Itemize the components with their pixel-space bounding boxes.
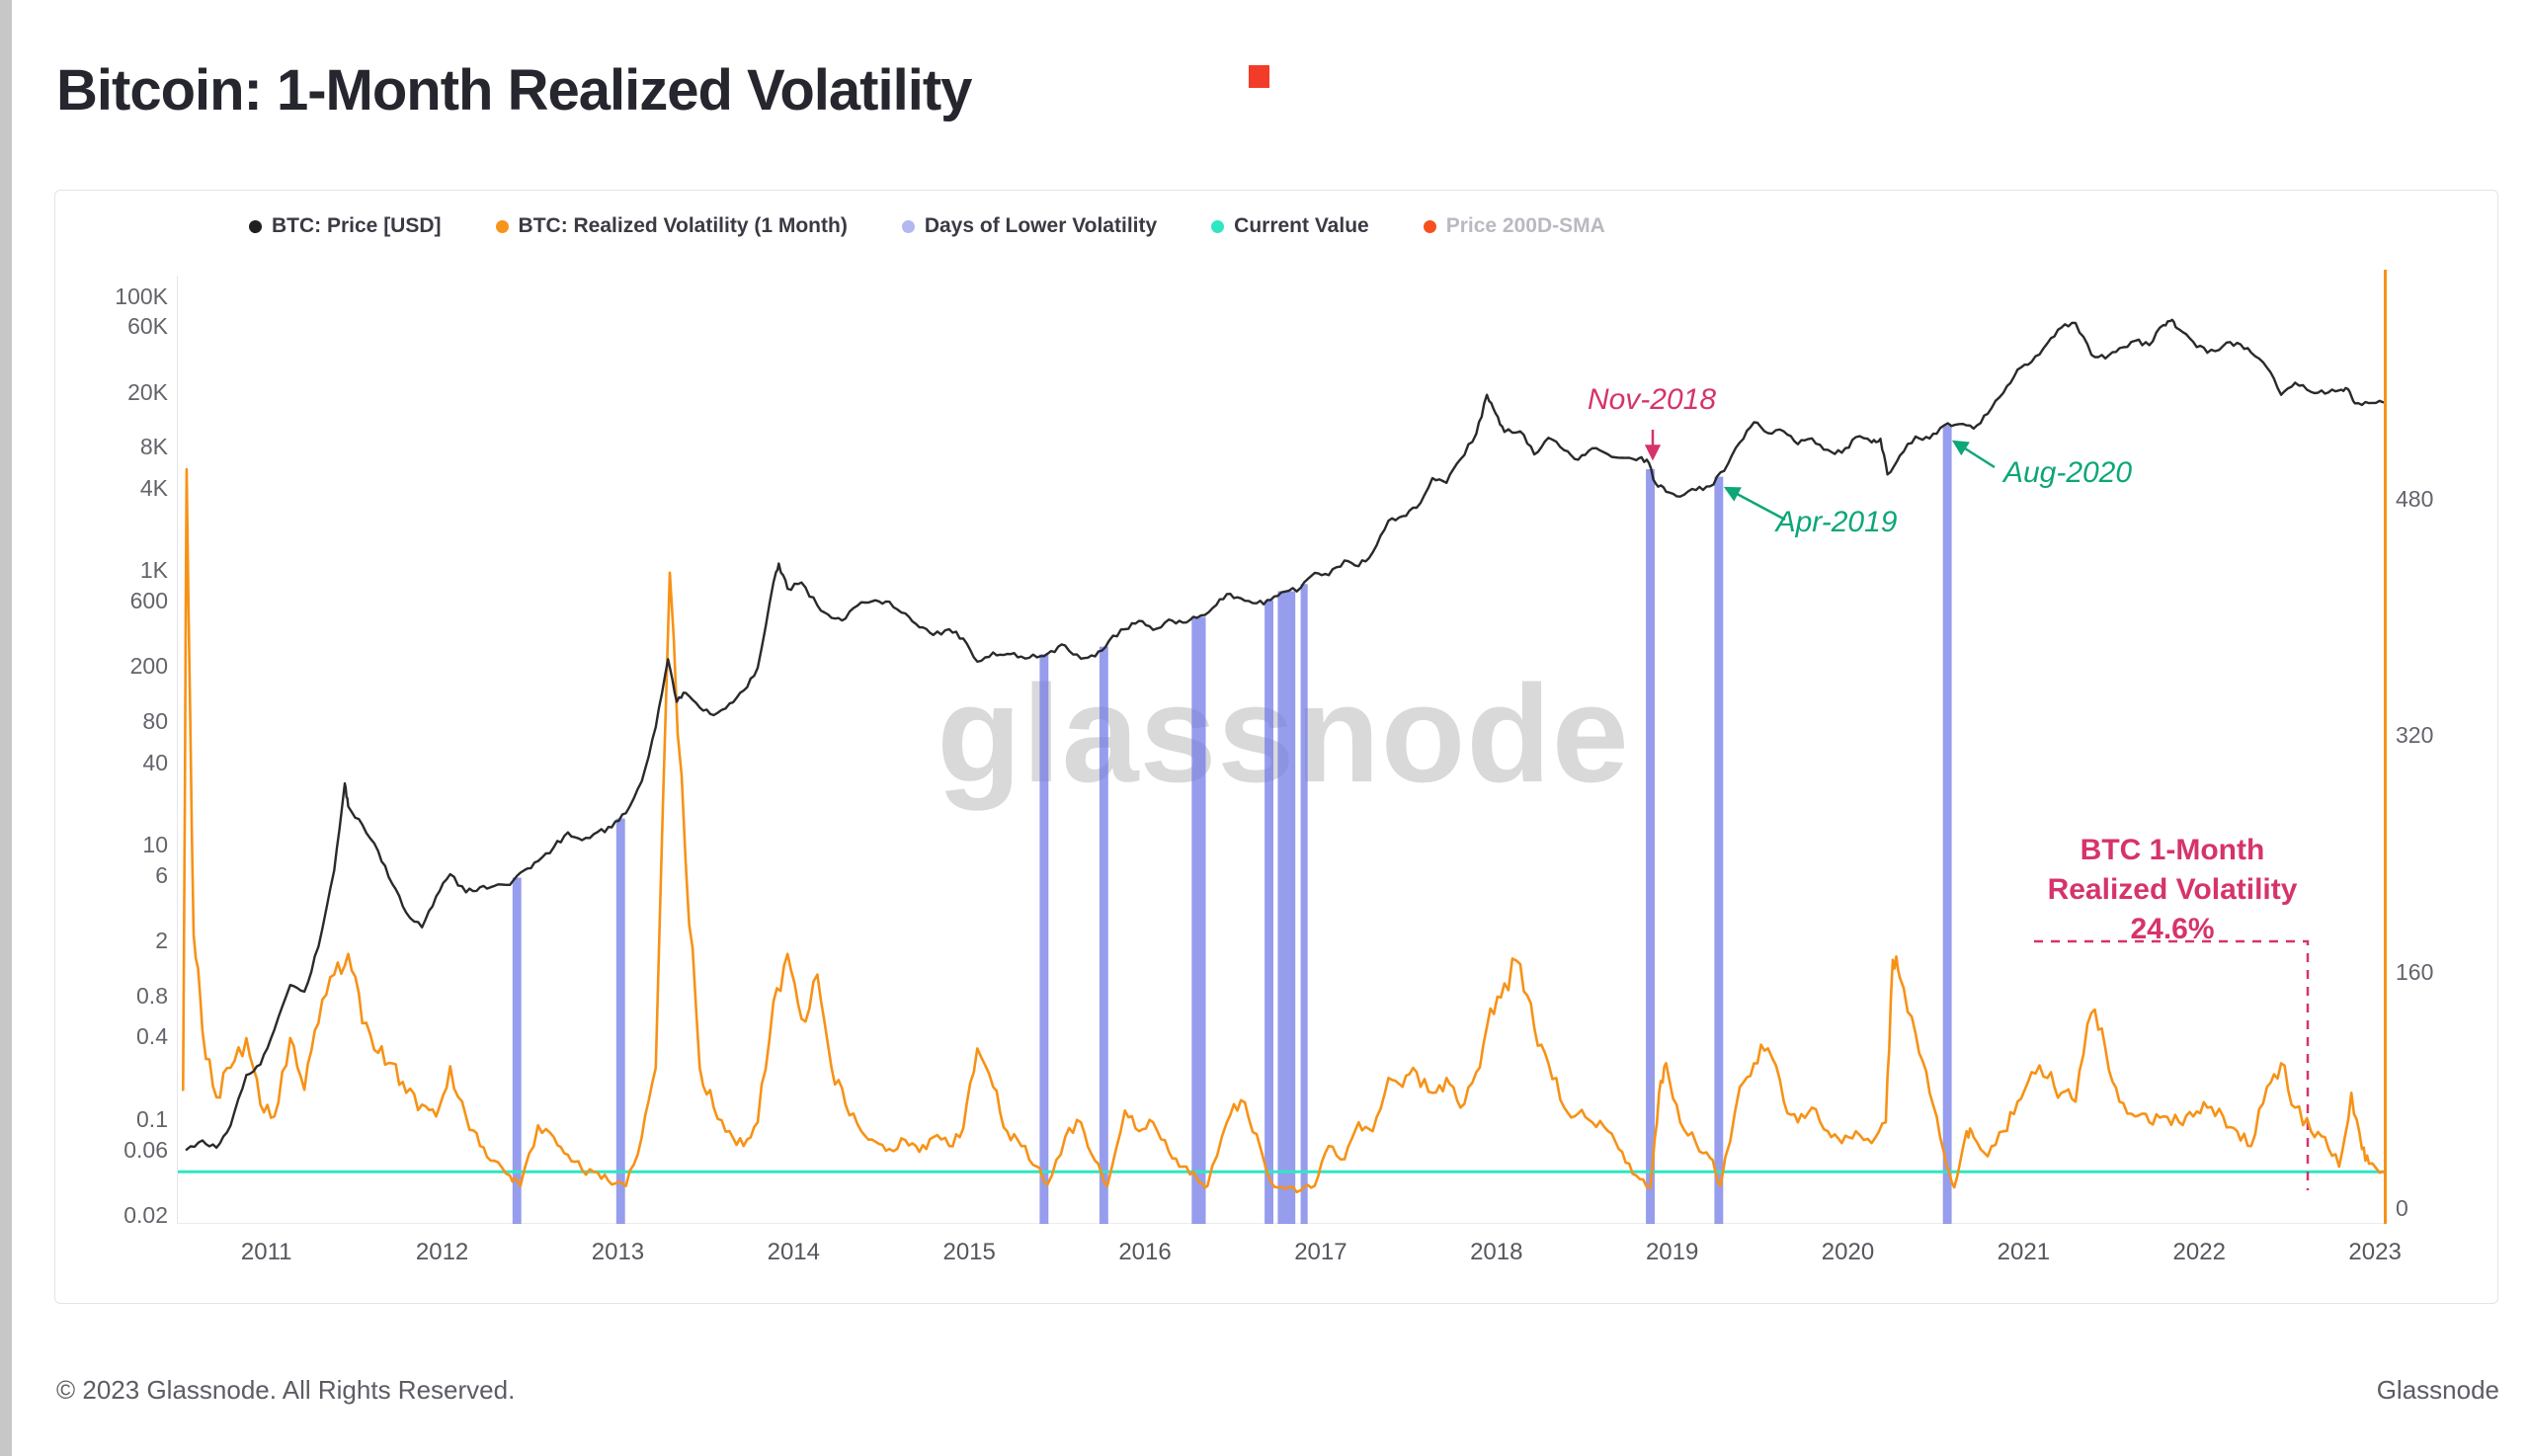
y-axis-left-tick: 40	[142, 749, 168, 775]
red-marker	[1249, 65, 1269, 88]
annotation-aug-2020: Aug-2020	[2002, 456, 2133, 489]
legend-label: BTC: Realized Volatility (1 Month)	[518, 214, 848, 237]
x-axis-tick: 2015	[942, 1239, 996, 1265]
legend-item[interactable]: BTC: Price [USD]	[249, 214, 442, 238]
low-volatility-band	[512, 877, 522, 1224]
volatility-callout: BTC 1-Month Realized Volatility 24.6%	[2048, 831, 2298, 949]
annotation-nov-2018: Nov-2018	[1587, 383, 1717, 416]
x-axis-tick: 2020	[1821, 1239, 1875, 1265]
price-line	[185, 318, 2385, 1151]
chart-canvas[interactable]	[178, 276, 2385, 1225]
window-edge-stripe	[0, 0, 12, 1456]
callout-dashes	[2034, 939, 2310, 1190]
right-axis-line	[2384, 270, 2387, 1224]
callout-line-2: Realized Volatility	[2047, 873, 2298, 906]
low-volatility-band	[1300, 584, 1308, 1224]
low-volatility-band	[1264, 600, 1273, 1224]
low-volatility-band	[1646, 469, 1655, 1224]
callout-line-1: BTC 1-Month	[2080, 834, 2265, 866]
x-axis-tick: 2017	[1294, 1239, 1347, 1265]
legend-label: Price 200D-SMA	[1445, 214, 1605, 237]
y-axis-left-tick: 0.06	[123, 1136, 168, 1163]
x-axis-tick: 2022	[2172, 1239, 2226, 1265]
low-volatility-band	[1191, 616, 1206, 1224]
x-axis-tick: 2014	[767, 1239, 820, 1265]
y-axis-right-tick: 320	[2396, 722, 2434, 749]
legend-item[interactable]: BTC: Realized Volatility (1 Month)	[495, 214, 848, 238]
legend-label: BTC: Price [USD]	[272, 214, 442, 237]
y-axis-left-tick: 80	[142, 707, 168, 734]
y-axis-left-tick: 0.1	[136, 1106, 168, 1132]
low-volatility-band	[1942, 425, 1952, 1224]
annotation-arrow	[1951, 440, 1996, 469]
x-axis-tick: 2011	[240, 1239, 292, 1265]
y-axis-left-tick: 4K	[139, 474, 168, 501]
legend-marker-icon	[495, 219, 509, 233]
y-axis-left-tick: 100K	[115, 283, 168, 309]
low-volatility-band	[1039, 654, 1049, 1224]
chart-card: BTC: Price [USD] BTC: Realized Volatility…	[54, 190, 2498, 1304]
plot-area[interactable]	[177, 276, 2385, 1225]
low-volatility-band	[1714, 476, 1724, 1225]
y-axis-right-tick: 0	[2396, 1194, 2408, 1221]
y-axis-left-tick: 600	[129, 588, 168, 614]
copyright-text: © 2023 Glassnode. All Rights Reserved.	[56, 1375, 516, 1405]
y-axis-left-tick: 200	[129, 653, 168, 680]
page-footer: © 2023 Glassnode. All Rights Reserved. G…	[56, 1375, 2499, 1406]
legend-label: Days of Lower Volatility	[924, 214, 1158, 237]
volatility-line	[182, 467, 2385, 1194]
legend-marker-icon	[249, 219, 262, 233]
x-axis-tick: 2012	[415, 1239, 469, 1265]
legend-item[interactable]: Current Value	[1211, 214, 1369, 238]
low-volatility-band	[1099, 646, 1108, 1224]
annotation-apr-2019: Apr-2019	[1775, 506, 1898, 538]
x-axis-tick: 2018	[1470, 1239, 1523, 1265]
x-axis-tick: 2019	[1645, 1239, 1699, 1265]
legend-label: Current Value	[1234, 214, 1369, 237]
callout-value: 24.6%	[2130, 913, 2215, 945]
y-axis-right-tick: 480	[2396, 485, 2434, 512]
y-axis-left-tick: 60K	[127, 313, 168, 340]
y-axis-left-tick: 0.4	[136, 1023, 168, 1050]
y-axis-left-tick: 10	[142, 832, 168, 858]
y-axis-left-tick: 0.02	[123, 1202, 168, 1229]
y-axis-left-tick: 20K	[127, 378, 168, 405]
x-axis-tick: 2021	[1997, 1239, 2051, 1265]
x-axis-tick: 2023	[2348, 1239, 2402, 1265]
low-volatility-band	[615, 818, 625, 1224]
y-axis-left-tick: 0.8	[136, 982, 168, 1009]
legend-marker-icon	[1211, 219, 1225, 233]
legend-item[interactable]: Price 200D-SMA	[1423, 214, 1605, 238]
legend-item[interactable]: Days of Lower Volatility	[901, 214, 1158, 238]
low-volatility-band	[1277, 591, 1296, 1224]
x-axis-tick: 2016	[1118, 1239, 1172, 1265]
annotation-arrow	[1723, 486, 1786, 522]
x-axis-tick: 2013	[591, 1239, 645, 1265]
page-title: Bitcoin: 1-Month Realized Volatility	[56, 58, 972, 122]
y-axis-left-tick: 2	[155, 928, 168, 954]
chart-legend: BTC: Price [USD] BTC: Realized Volatility…	[249, 214, 1605, 238]
brand-text: Glassnode	[2376, 1375, 2499, 1405]
y-axis-left-tick: 6	[155, 862, 168, 888]
legend-marker-icon	[1423, 219, 1436, 233]
y-axis-left-tick: 1K	[139, 557, 168, 584]
y-axis-left-tick: 8K	[139, 433, 168, 459]
legend-marker-icon	[901, 219, 915, 233]
y-axis-right-tick: 160	[2396, 958, 2434, 985]
